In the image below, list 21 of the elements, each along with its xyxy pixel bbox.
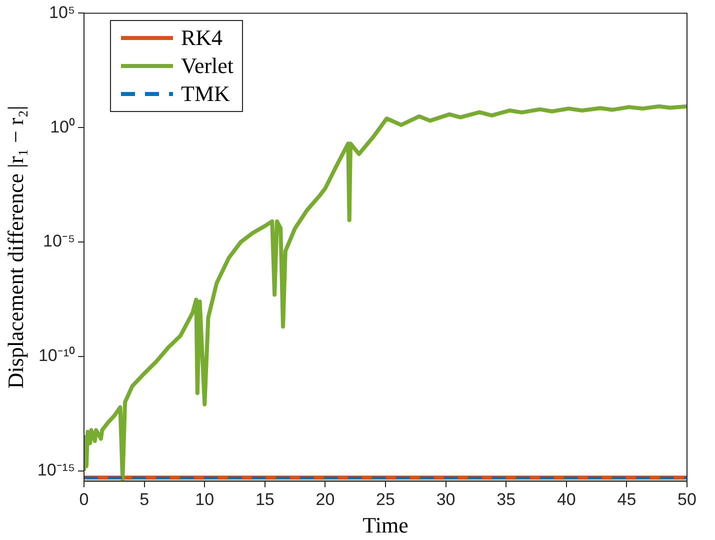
y-tick-label: 10⁵: [49, 2, 76, 22]
x-tick-label: 35: [496, 490, 516, 510]
x-axis-title: Time: [362, 512, 408, 538]
x-tick-label: 0: [79, 490, 89, 510]
x-tick-label: 20: [316, 490, 335, 510]
legend-label: RK4: [181, 25, 223, 51]
x-tick-label: 15: [255, 490, 274, 510]
y-tick-label: 10⁻¹⁰: [38, 346, 76, 366]
y-tick-label: 10⁻¹⁵: [37, 460, 76, 480]
x-tick-label: 45: [617, 490, 636, 510]
x-tick-label: 25: [376, 490, 395, 510]
legend-label: Verlet: [181, 53, 234, 79]
x-tick-label: 10: [195, 490, 214, 510]
y-tick-label: 10⁰: [50, 117, 76, 136]
x-tick-label: 50: [678, 490, 696, 510]
x-tick-label: 40: [556, 490, 576, 510]
legend-label: TMK: [181, 81, 230, 107]
x-tick-label: 30: [436, 490, 456, 510]
x-tick-label: 5: [140, 490, 150, 510]
y-axis-title: Displacement difference |r₁ − r₂|: [2, 106, 28, 389]
y-tick-label: 10⁻⁵: [43, 232, 76, 251]
